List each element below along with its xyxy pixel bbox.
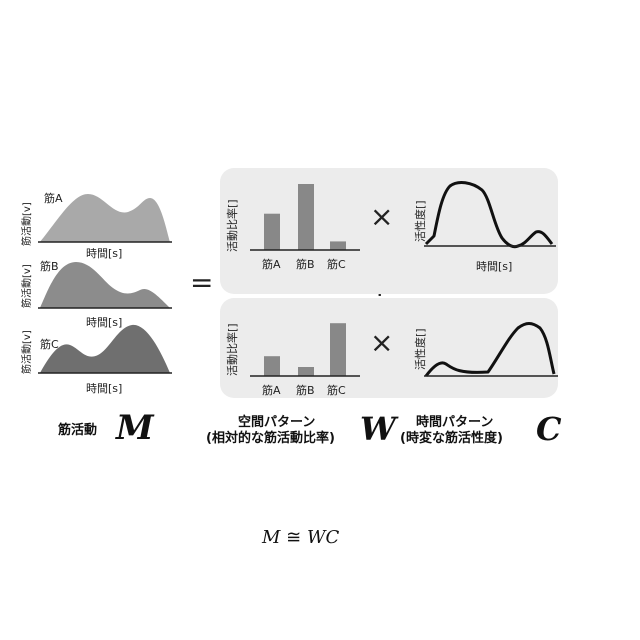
muscle-a-name: 筋A bbox=[44, 192, 63, 205]
factorization-formula: M ≅ WC bbox=[262, 527, 339, 548]
formula-approx-sign: ≅ bbox=[286, 527, 302, 548]
pattern-1-cat-b: 筋B bbox=[296, 258, 315, 271]
pattern-1-bar-chart bbox=[250, 184, 360, 251]
pattern-2-activation-chart bbox=[424, 322, 558, 377]
formula-rhs: WC bbox=[307, 527, 340, 548]
muscle-b-xlabel: 時間[s] bbox=[86, 316, 123, 329]
w-symbol: W bbox=[360, 410, 396, 448]
pattern-2-bar-chart bbox=[250, 323, 360, 377]
pattern-2-bar-1 bbox=[298, 367, 314, 376]
muscle-c-waveform bbox=[40, 324, 170, 373]
times-sign-2: × bbox=[370, 326, 394, 359]
pattern-2-cat-c: 筋C bbox=[327, 384, 346, 397]
pattern-1-bar-2 bbox=[330, 241, 346, 250]
w-caption-line1: 空間パターン bbox=[238, 415, 316, 430]
pattern-2-cat-a: 筋A bbox=[262, 384, 281, 397]
pattern-1-bar-ylabel: 活動比率[] bbox=[226, 199, 239, 252]
muscle-c-xlabel: 時間[s] bbox=[86, 382, 123, 395]
pattern-2-bar-0 bbox=[264, 356, 280, 376]
pattern-1-bar-1 bbox=[298, 184, 314, 250]
pattern-1-cat-c: 筋C bbox=[327, 258, 346, 271]
pattern-2-cat-b: 筋B bbox=[296, 384, 315, 397]
c-caption-line2: (時変な筋活性度) bbox=[400, 431, 503, 446]
m-symbol: M bbox=[116, 408, 154, 448]
formula-lhs: M bbox=[262, 527, 281, 548]
pattern-1-curve-xlabel: 時間[s] bbox=[476, 260, 513, 273]
pattern-1-curve-ylabel: 活性度[] bbox=[414, 200, 427, 242]
muscle-a-waveform bbox=[40, 194, 170, 242]
pattern-2-bar-2 bbox=[330, 323, 346, 376]
pattern-2-curve-ylabel: 活性度[] bbox=[414, 328, 427, 370]
m-caption-label: 筋活動 bbox=[58, 423, 98, 438]
pattern-1-bar-0 bbox=[264, 213, 280, 250]
muscle-b-name: 筋B bbox=[40, 260, 59, 273]
muscle-b-area-chart bbox=[38, 262, 172, 309]
pattern-2-activation-curve bbox=[424, 322, 556, 377]
muscle-c-name: 筋C bbox=[40, 338, 59, 351]
muscle-b-ylabel: 筋活動[v] bbox=[22, 264, 33, 308]
muscle-a-area-chart bbox=[38, 194, 172, 243]
muscle-a-xlabel: 時間[s] bbox=[86, 247, 123, 260]
c-caption-line1: 時間パターン bbox=[416, 415, 494, 430]
w-caption-line2: (相対的な筋活動比率) bbox=[206, 431, 335, 446]
muscle-b-waveform bbox=[40, 262, 170, 308]
muscle-c-area-chart bbox=[38, 324, 172, 374]
pattern-1-activation-chart bbox=[424, 181, 556, 249]
muscle-c-ylabel: 筋活動[v] bbox=[22, 330, 33, 374]
times-sign-1: × bbox=[370, 200, 394, 233]
equals-sign: = bbox=[190, 266, 214, 299]
pattern-1-activation-curve bbox=[424, 181, 554, 249]
c-symbol: C bbox=[536, 410, 562, 448]
pattern-2-bar-ylabel: 活動比率[] bbox=[226, 323, 239, 376]
pattern-1-cat-a: 筋A bbox=[262, 258, 281, 271]
